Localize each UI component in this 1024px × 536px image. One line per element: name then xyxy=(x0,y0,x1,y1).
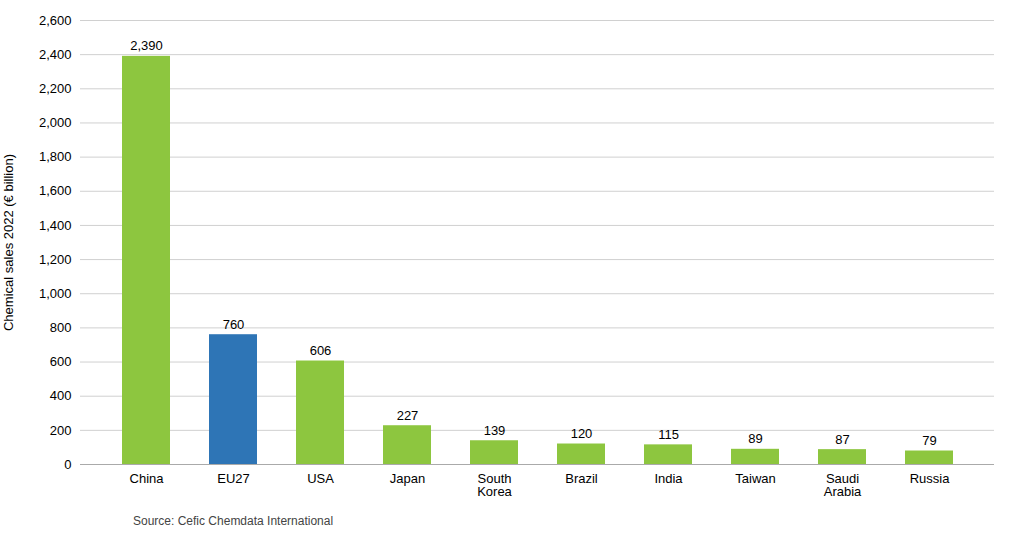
svg-text:2,000: 2,000 xyxy=(39,115,72,130)
svg-text:79: 79 xyxy=(922,433,936,448)
svg-text:400: 400 xyxy=(50,388,72,403)
svg-text:USA: USA xyxy=(307,471,334,486)
svg-text:115: 115 xyxy=(658,427,679,442)
svg-text:89: 89 xyxy=(748,431,762,446)
svg-text:SouthKorea: SouthKorea xyxy=(477,471,512,499)
svg-text:200: 200 xyxy=(50,423,72,438)
svg-text:2,390: 2,390 xyxy=(130,38,163,53)
svg-text:760: 760 xyxy=(223,317,245,332)
html-text:Source: Cefic Chemdata Interna: Source: Cefic Chemdata International xyxy=(133,514,334,528)
svg-text:139: 139 xyxy=(484,423,506,438)
svg-text:227: 227 xyxy=(397,408,419,423)
svg-text:606: 606 xyxy=(310,343,332,358)
svg-text:2,400: 2,400 xyxy=(39,47,72,62)
svg-text:1,000: 1,000 xyxy=(39,286,72,301)
svg-text:0: 0 xyxy=(64,457,71,472)
svg-text:EU27: EU27 xyxy=(217,471,250,486)
svg-text:SaudiArabia: SaudiArabia xyxy=(824,471,862,499)
svg-text:Chemical sales 2022 (€ billion: Chemical sales 2022 (€ billion) xyxy=(1,154,16,331)
svg-text:1,600: 1,600 xyxy=(39,183,72,198)
svg-text:120: 120 xyxy=(571,426,593,441)
svg-text:Russia: Russia xyxy=(910,471,951,486)
svg-text:800: 800 xyxy=(50,320,72,335)
svg-text:87: 87 xyxy=(835,432,849,447)
svg-text:Brazil: Brazil xyxy=(565,471,598,486)
svg-text:Taiwan: Taiwan xyxy=(735,471,775,486)
svg-text:1,200: 1,200 xyxy=(39,252,72,267)
svg-text:1,400: 1,400 xyxy=(39,218,72,233)
svg-text:2,600: 2,600 xyxy=(39,13,72,28)
svg-text:India: India xyxy=(654,471,683,486)
svg-text:1,800: 1,800 xyxy=(39,149,72,164)
svg-text:600: 600 xyxy=(50,354,72,369)
svg-text:China: China xyxy=(130,471,165,486)
svg-text:Japan: Japan xyxy=(390,471,425,486)
svg-text:2,200: 2,200 xyxy=(39,81,72,96)
